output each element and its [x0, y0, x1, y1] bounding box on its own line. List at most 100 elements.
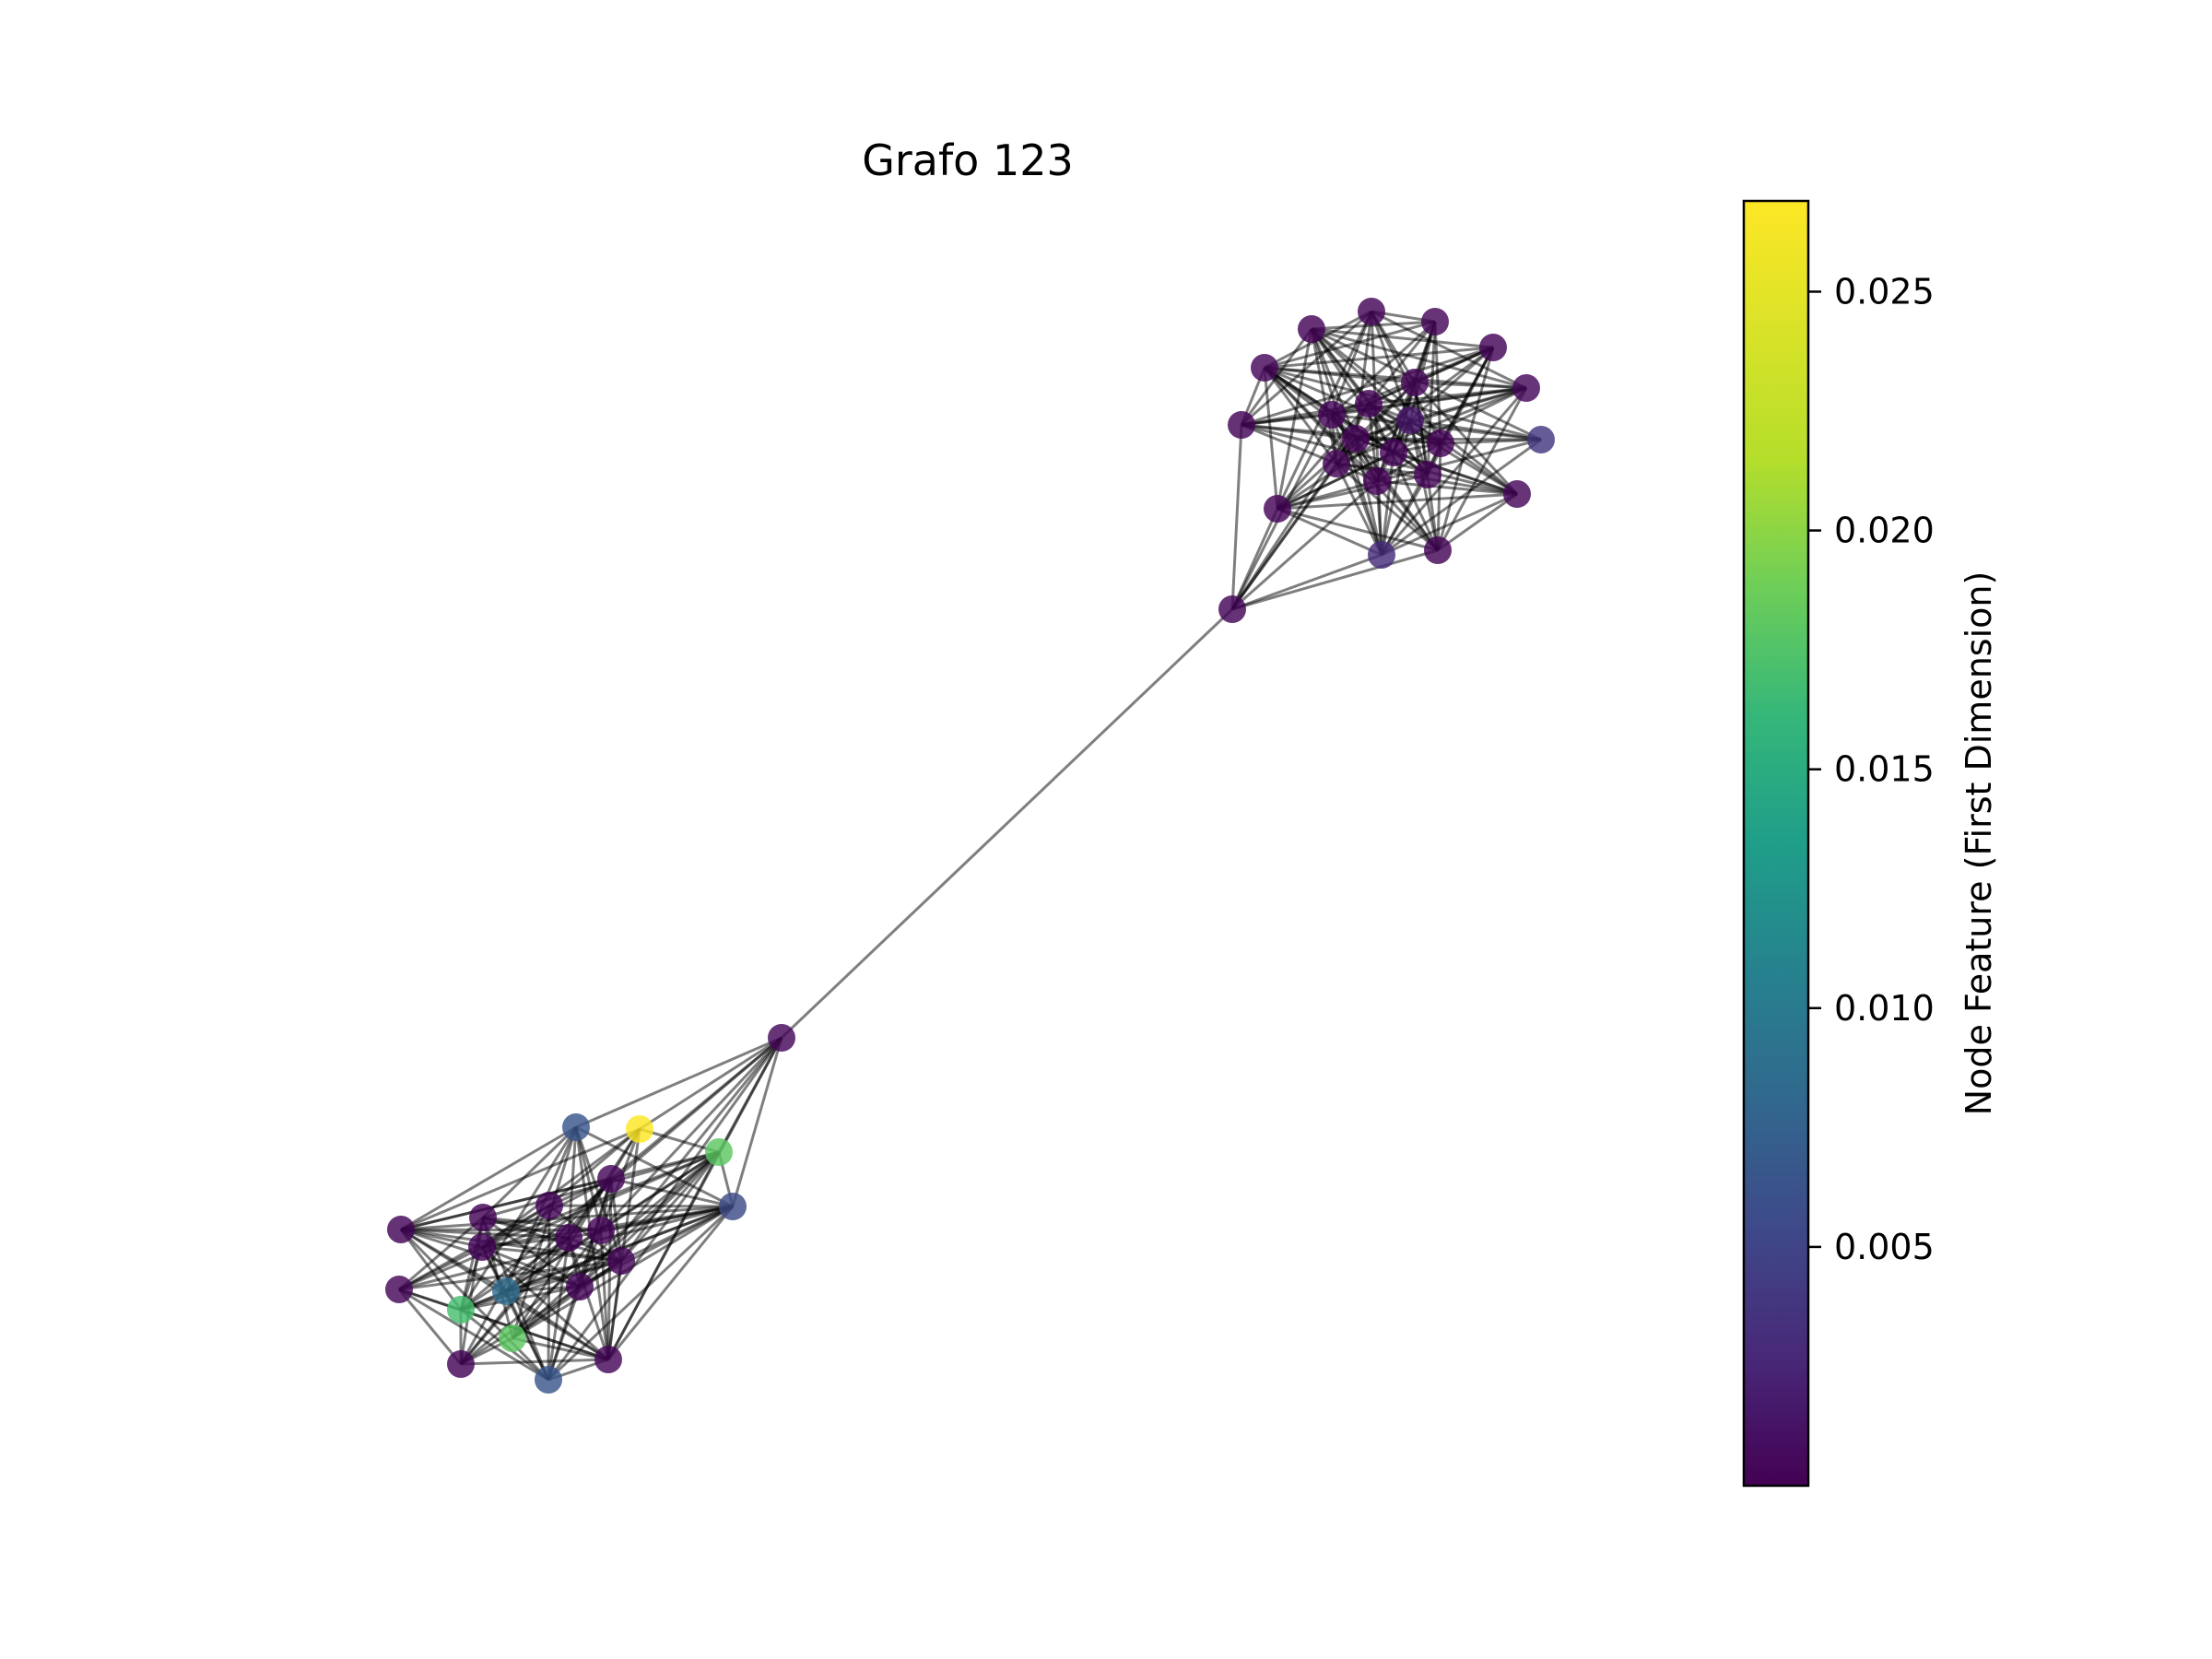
graph-nodes [385, 298, 1555, 1394]
graph-edge [567, 1126, 578, 1239]
graph-edge [400, 1127, 641, 1231]
graph-edge [460, 1259, 622, 1366]
graph-node [1479, 334, 1507, 361]
graph-edge [1354, 438, 1440, 551]
graph-edge [460, 1285, 581, 1312]
graph-node [1396, 406, 1424, 434]
graph-edge [400, 1177, 612, 1231]
graph-edge [400, 1125, 577, 1231]
graph-node [1228, 411, 1255, 439]
graph-node [1298, 315, 1325, 343]
graph-node [1527, 426, 1555, 453]
graph-node [1380, 439, 1407, 466]
graph-edge [606, 1037, 783, 1360]
graph-edge [1310, 328, 1358, 440]
graph-edge [398, 1259, 622, 1291]
graph-node [1421, 308, 1449, 335]
graph-node [468, 1233, 496, 1261]
graph-edge [1311, 327, 1494, 349]
graph-edge [1241, 346, 1494, 427]
graph-edge [1437, 492, 1518, 552]
graph-node [594, 1346, 622, 1373]
graph-edge [1264, 366, 1416, 384]
graph-edge [1380, 474, 1430, 556]
graph-edge [567, 1237, 610, 1360]
graph-node [562, 1113, 590, 1141]
graph-edge [482, 1216, 602, 1232]
graph-node [566, 1273, 594, 1300]
graph-edge [1231, 553, 1382, 611]
colorbar-label: Node Feature (First Dimension) [1959, 571, 1999, 1116]
graph-edge [606, 1206, 735, 1360]
graph-node [555, 1224, 582, 1252]
graph-edge [547, 1286, 582, 1381]
graph-node [719, 1193, 747, 1220]
graph-node [1342, 425, 1370, 453]
graph-node [1264, 495, 1291, 523]
graph-edge [1367, 403, 1440, 551]
graph-edge [482, 1216, 622, 1263]
graph-edge [1414, 381, 1527, 390]
graph-edge [780, 607, 1234, 1040]
graph-node [385, 1276, 413, 1303]
graph-edge [1413, 381, 1519, 496]
graph-node [1218, 595, 1246, 623]
graph-node [1358, 298, 1385, 325]
graph-node [607, 1247, 635, 1275]
colorbar-tick-label-1: 0.020 [1834, 511, 1935, 551]
graph-edge [1330, 320, 1437, 417]
graph-node [535, 1366, 562, 1394]
colorbar-tick-label-3: 0.010 [1834, 988, 1935, 1029]
graph-edge [1331, 413, 1429, 477]
graph-node [469, 1204, 497, 1231]
graph-edge [1263, 367, 1338, 465]
graph-edge [575, 1036, 782, 1129]
graph-edge [505, 1289, 609, 1361]
graph-edge [1231, 479, 1378, 611]
graph-edge [1277, 492, 1518, 511]
graph-node [768, 1024, 795, 1052]
graph-node [705, 1138, 733, 1166]
graph-edge [1241, 413, 1333, 427]
graph-edge [639, 1036, 782, 1131]
graph-edge [512, 1336, 609, 1361]
graph-edge [1436, 347, 1495, 551]
colorbar-ticks: 0.025 0.020 0.015 0.010 0.005 [1808, 271, 1935, 1267]
graph-edge [481, 1245, 609, 1361]
graph-node [535, 1192, 563, 1219]
graph-edge [1311, 320, 1436, 331]
colorbar-tick-label-2: 0.015 [1834, 749, 1935, 790]
graph-node [447, 1350, 475, 1378]
colorbar: 0.025 0.020 0.015 0.010 0.005 Node Feature (… [1742, 199, 1999, 1488]
graph-node [1251, 354, 1278, 382]
graph-node [447, 1296, 475, 1324]
graph-edge [1436, 442, 1442, 551]
graph-node [1323, 450, 1350, 477]
graph-node [626, 1115, 653, 1143]
graph-node [1401, 369, 1429, 396]
graph-edge [1230, 463, 1338, 610]
colorbar-gradient [1742, 199, 1810, 1488]
graph-node [1427, 429, 1454, 457]
graph-edge [400, 1228, 622, 1263]
colorbar-tick-label-4: 0.005 [1834, 1227, 1935, 1267]
graph-edge [399, 1229, 463, 1311]
graph-edge [1381, 492, 1518, 557]
graph-node [1414, 461, 1441, 488]
graph-edge [619, 1037, 783, 1262]
graph-edge [547, 1237, 571, 1381]
graph-edge [599, 1036, 783, 1232]
graph-edge [578, 1037, 783, 1288]
graph-edge [1409, 418, 1542, 441]
graph-node [1318, 401, 1346, 429]
graph-edge [512, 1285, 581, 1340]
graph-node [587, 1217, 615, 1244]
graph-edge [460, 1358, 609, 1366]
graph-node [387, 1216, 415, 1243]
graph-node [1368, 541, 1395, 569]
graph-node [1503, 480, 1531, 508]
graph-edge [606, 1260, 623, 1360]
graph-node [1512, 374, 1540, 402]
graph-edge [1241, 310, 1372, 427]
